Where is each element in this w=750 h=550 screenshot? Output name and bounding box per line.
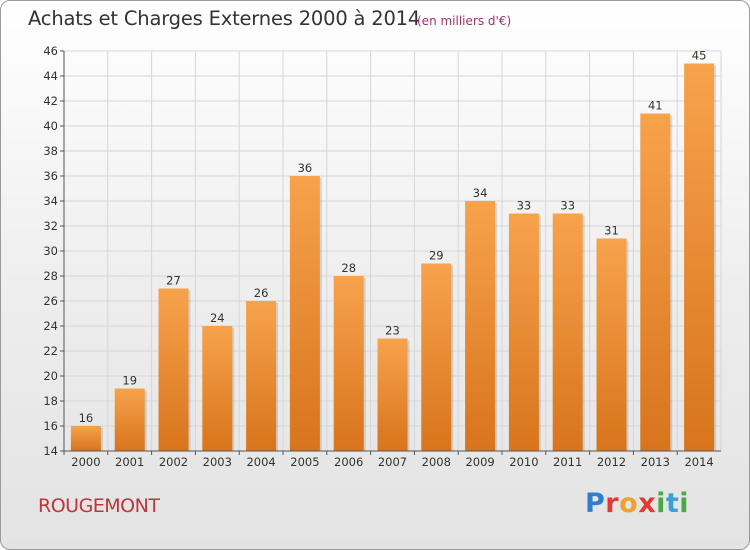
bar xyxy=(158,288,189,451)
bar-value-label: 34 xyxy=(473,186,488,200)
x-tick-label: 2008 xyxy=(422,455,451,469)
y-tick-label: 36 xyxy=(43,169,58,183)
bar-value-label: 23 xyxy=(385,324,400,338)
bar xyxy=(246,301,277,451)
x-tick-label: 2012 xyxy=(597,455,626,469)
bar-value-label: 33 xyxy=(560,199,575,213)
x-tick-label: 2010 xyxy=(509,455,538,469)
axis-layer: 14 16 18 20 22 24 26 28 30 32 34 36 38 40 42 44 46 2000 20… xyxy=(43,44,721,469)
y-tick-label: 28 xyxy=(43,269,58,283)
bar-value-label: 31 xyxy=(604,224,619,238)
bar xyxy=(596,238,627,451)
logo-letter: P xyxy=(585,488,606,519)
y-tick-label: 20 xyxy=(43,369,58,383)
y-tick-label: 38 xyxy=(43,144,58,158)
logo-letter: t xyxy=(665,488,680,519)
bar xyxy=(289,176,320,451)
x-tick-label: 2000 xyxy=(71,455,100,469)
bar-layer: 16 19 27 24 26 36 28 23 29 34 33 33 31 41 45 xyxy=(70,49,717,451)
bar-value-label: 16 xyxy=(79,411,94,425)
bar xyxy=(640,113,671,451)
x-tick-label: 2005 xyxy=(290,455,319,469)
logo-letter: x xyxy=(638,488,657,519)
bar-value-label: 29 xyxy=(429,249,444,263)
x-tick-label: 2004 xyxy=(246,455,275,469)
y-tick-label: 44 xyxy=(43,69,58,83)
bar-value-label: 27 xyxy=(166,274,181,288)
y-tick-label: 22 xyxy=(43,344,58,358)
x-tick-label: 2006 xyxy=(334,455,363,469)
x-tick-label: 2011 xyxy=(553,455,582,469)
bar xyxy=(465,201,496,451)
bar-value-label: 45 xyxy=(692,49,707,63)
x-tick-label: 2007 xyxy=(378,455,407,469)
x-tick-label: 2013 xyxy=(641,455,670,469)
x-tick-label: 2001 xyxy=(115,455,144,469)
chart-unit: (en milliers d'€) xyxy=(417,14,512,28)
logo-letter: i xyxy=(679,488,690,519)
bar xyxy=(202,326,233,451)
bar-value-label: 19 xyxy=(122,374,137,388)
bar-value-label: 33 xyxy=(517,199,532,213)
y-tick-label: 46 xyxy=(43,44,58,58)
x-tick-label: 2002 xyxy=(159,455,188,469)
y-tick-label: 34 xyxy=(43,194,58,208)
y-tick-label: 42 xyxy=(43,94,58,108)
y-tick-label: 30 xyxy=(43,244,58,258)
y-tick-label: 40 xyxy=(43,119,58,133)
bar xyxy=(552,213,583,451)
logo-letter: r xyxy=(605,488,620,519)
logo-letter: o xyxy=(619,488,639,519)
y-tick-label: 26 xyxy=(43,294,58,308)
proxiti-logo: Proxiti xyxy=(585,488,689,519)
bar xyxy=(114,388,145,451)
x-tick-label: 2003 xyxy=(203,455,232,469)
chart-title: Achats et Charges Externes 2000 à 2014 xyxy=(28,7,421,30)
place-name: ROUGEMONT xyxy=(38,495,160,517)
bar xyxy=(70,426,101,451)
bar-value-label: 28 xyxy=(341,261,356,275)
bar xyxy=(333,276,364,451)
bar xyxy=(421,263,452,451)
y-tick-label: 18 xyxy=(43,394,58,408)
bar-value-label: 36 xyxy=(298,161,313,175)
bar xyxy=(377,338,408,451)
logo-letter: i xyxy=(656,488,666,519)
x-tick-label: 2014 xyxy=(684,455,713,469)
bar xyxy=(508,213,539,451)
y-tick-label: 32 xyxy=(43,219,58,233)
x-tick-label: 2009 xyxy=(465,455,494,469)
y-tick-label: 24 xyxy=(43,319,58,333)
bar xyxy=(684,63,715,451)
y-tick-label: 16 xyxy=(43,419,58,433)
y-tick-label: 14 xyxy=(43,444,58,458)
bar-value-label: 41 xyxy=(648,99,663,113)
bar-value-label: 24 xyxy=(210,311,225,325)
bar-value-label: 26 xyxy=(254,286,269,300)
